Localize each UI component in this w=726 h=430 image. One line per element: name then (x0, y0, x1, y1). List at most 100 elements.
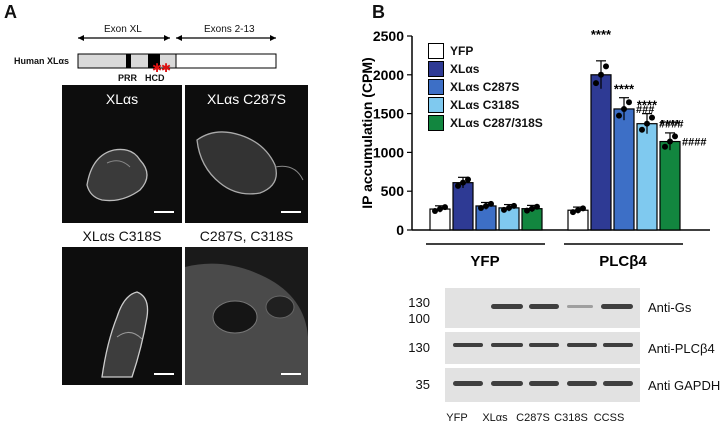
group-label-plcb4: PLCβ4 (599, 253, 647, 270)
significance-hash: ### (636, 104, 654, 116)
data-point (529, 205, 535, 212)
scale-bar (281, 373, 301, 375)
exon-xl-label: Exon XL (104, 24, 142, 35)
data-point (460, 179, 466, 186)
data-point (506, 204, 512, 211)
mw-marker: 130 (408, 340, 430, 355)
y-axis-label: IP accumulation (CPM) (359, 57, 375, 208)
data-point (483, 202, 489, 209)
data-point (603, 63, 609, 70)
svg-text:✱: ✱ (152, 61, 162, 75)
bar (636, 123, 658, 231)
significance-star: **** (591, 27, 612, 42)
band (567, 343, 597, 347)
band (529, 343, 559, 347)
bar (452, 182, 474, 231)
lane-label: XLαs (482, 412, 508, 424)
band (601, 304, 633, 309)
significance-hash: #### (682, 137, 706, 149)
band (491, 304, 523, 309)
hcd-label: HCD (145, 73, 165, 83)
svg-text:✱: ✱ (161, 61, 171, 75)
bar (590, 74, 612, 231)
data-point (511, 202, 517, 209)
data-point (465, 176, 471, 183)
significance-hash: #### (659, 119, 683, 131)
y-tick-label: 1500 (373, 106, 404, 122)
gene-label: Human XLαs (14, 56, 70, 66)
band (491, 381, 523, 386)
gene-schematic: ✱ ✱ (77, 35, 277, 75)
legend-label: XLαs C318S (450, 98, 520, 112)
band (603, 343, 633, 347)
data-point (534, 203, 540, 210)
data-point (644, 120, 650, 127)
significance-star: **** (614, 82, 635, 97)
panel-b-letter: B (372, 2, 385, 22)
legend-label: YFP (450, 44, 474, 58)
micrograph-c287s: XLαs C287S (185, 85, 308, 223)
micrograph-label: XLαs (105, 91, 139, 107)
lane-label: C318S (554, 412, 588, 424)
scale-bar (281, 211, 301, 213)
data-point (593, 80, 599, 87)
panel-a-letter: A (4, 2, 17, 22)
bar (659, 140, 681, 231)
antibody-label: Anti GAPDH (648, 378, 721, 393)
mw-marker: 130 (408, 295, 430, 310)
legend-swatch (428, 43, 444, 59)
data-point (639, 126, 645, 133)
legend-swatch (428, 79, 444, 95)
data-point (626, 99, 632, 106)
band (567, 305, 593, 308)
micrograph-label: XLαs C287S (207, 91, 286, 107)
legend-swatch (428, 61, 444, 77)
data-point (524, 207, 530, 214)
band (567, 381, 597, 386)
legend: YFP XLαs XLαs C287S XLαs C318S XLαs C287/318… (428, 42, 543, 132)
blot-gapdh (445, 368, 640, 402)
legend-label: XLαs C287/318S (450, 116, 543, 130)
micrograph-label-c318s: XLαs C318S (82, 228, 162, 244)
legend-item: XLαs C287S (428, 78, 543, 96)
lane-label: CCSS (593, 412, 625, 424)
ip-accumulation-chart: 0 500 1000 1500 2000 2500 IP accumulation (CPM… (359, 27, 710, 270)
y-tick-label: 2000 (373, 67, 404, 83)
data-point (575, 207, 581, 214)
data-point (598, 71, 604, 78)
band (529, 381, 559, 386)
legend-label: XLαs (450, 62, 480, 76)
data-point (570, 209, 576, 216)
legend-item: XLαs C318S (428, 96, 543, 114)
scale-bar (154, 211, 174, 213)
micrograph-label-c287s-c318s: C287S, C318S (199, 228, 294, 244)
data-point (437, 206, 443, 213)
legend-item: YFP (428, 42, 543, 60)
band (529, 304, 559, 309)
significance-star: **** (660, 117, 681, 132)
legend-swatch (428, 115, 444, 131)
y-tick-label: 1000 (373, 144, 404, 160)
exons-2-13-label: Exons 2-13 (204, 24, 255, 35)
y-tick-label: 500 (381, 183, 405, 199)
micrograph-c318s (62, 247, 182, 385)
data-point (662, 143, 668, 150)
bar (613, 108, 635, 231)
y-tick-label: 0 (396, 222, 404, 238)
antibody-label: Anti-PLCβ4 (648, 341, 715, 356)
blot-gs (445, 288, 640, 328)
data-point (672, 133, 678, 140)
band (491, 343, 523, 347)
lane-label: C287S (516, 412, 550, 424)
legend-item: XLαs (428, 60, 543, 78)
mw-marker: 35 (415, 377, 430, 392)
y-tick-label: 2500 (373, 28, 404, 44)
data-point (478, 205, 484, 212)
band (603, 381, 633, 386)
legend-item: XLαs C287/318S (428, 114, 543, 132)
group-label-yfp: YFP (470, 253, 499, 270)
significance-star: **** (637, 98, 658, 113)
data-point (501, 206, 507, 213)
legend-swatch (428, 97, 444, 113)
band (453, 343, 483, 347)
